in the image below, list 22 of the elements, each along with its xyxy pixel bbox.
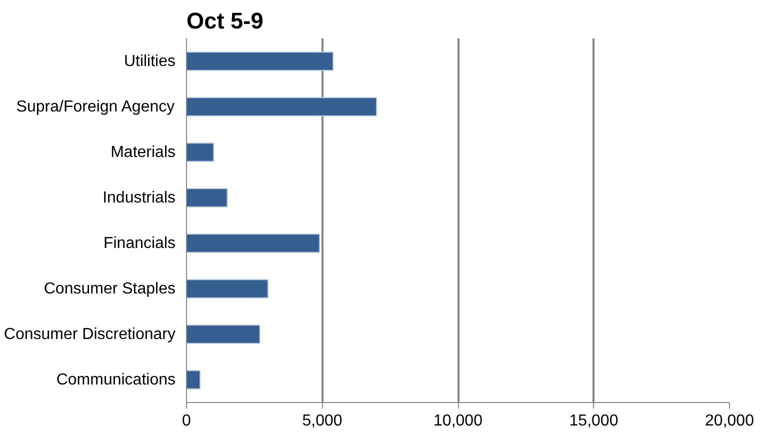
bar: [186, 142, 214, 162]
bar: [186, 324, 260, 344]
y-tick-label: Consumer Staples: [44, 280, 176, 298]
x-tick-label: 5,000: [302, 412, 342, 430]
y-tick-label: Communications: [56, 371, 176, 388]
bar: [186, 97, 378, 116]
y-tick-label: Financials: [103, 234, 176, 252]
x-tick-label: 15,000: [569, 412, 618, 430]
x-tick-label: 0: [182, 412, 192, 430]
x-tick-label: 20,000: [705, 412, 754, 430]
x-tick-label: 10,000: [434, 412, 483, 430]
bar: [186, 188, 228, 208]
bar: [186, 279, 268, 298]
y-tick-label: Supra/Foreign Agency: [16, 98, 175, 116]
y-tick-label: Consumer Discretionary: [4, 326, 176, 343]
y-tick-label: Industrials: [102, 189, 176, 206]
y-tick-label: Materials: [110, 144, 176, 161]
bar: [186, 52, 334, 71]
bar: [186, 370, 201, 390]
chart-title: Oct 5-9: [186, 8, 264, 34]
y-tick-label: Utilities: [124, 52, 176, 70]
bar: [186, 234, 320, 253]
